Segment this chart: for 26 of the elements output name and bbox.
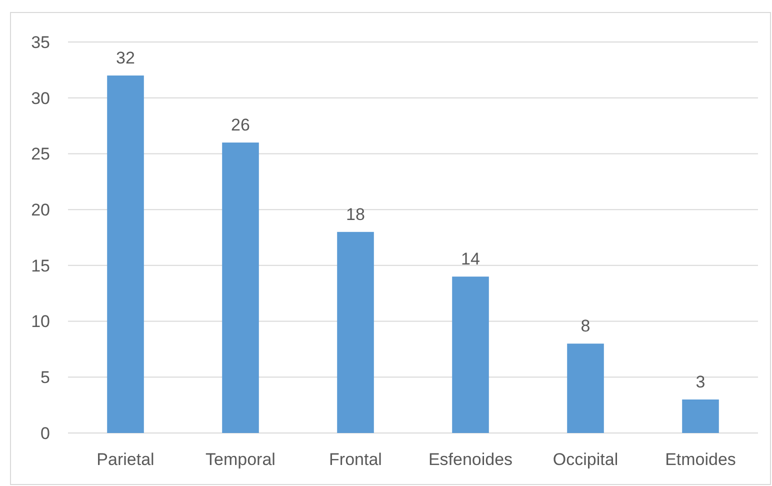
y-tick-label: 0: [40, 424, 50, 443]
bar: [107, 76, 144, 433]
x-tick-label: Frontal: [329, 450, 382, 469]
x-tick-label: Parietal: [96, 450, 154, 469]
y-tick-label: 35: [31, 32, 50, 52]
y-tick-label: 10: [31, 312, 50, 332]
x-tick-label: Occipital: [552, 450, 618, 469]
x-tick-label: Esfenoides: [428, 450, 513, 469]
bar: [567, 344, 604, 433]
y-tick-label: 5: [40, 368, 50, 388]
data-label: 18: [346, 204, 365, 224]
data-label: 3: [696, 372, 706, 392]
y-tick-label: 30: [31, 88, 50, 108]
data-label: 8: [580, 316, 590, 336]
bar: [222, 142, 259, 433]
y-tick-label: 25: [31, 144, 50, 164]
bar: [452, 276, 489, 433]
x-tick-label: Temporal: [206, 450, 276, 469]
x-tick-label: Etmoides: [665, 450, 736, 469]
data-label: 14: [461, 250, 480, 269]
bar: [682, 399, 719, 433]
y-tick-label: 20: [31, 200, 50, 220]
y-tick-label: 15: [31, 256, 50, 276]
data-label: 32: [116, 48, 135, 68]
bar: [337, 232, 374, 433]
data-label: 26: [231, 116, 250, 135]
